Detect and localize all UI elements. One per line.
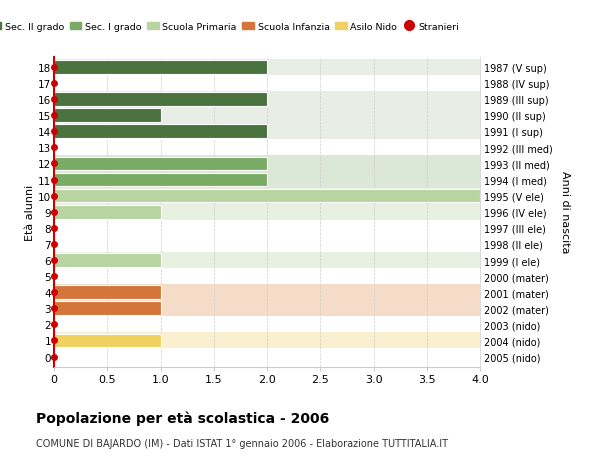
Y-axis label: Età alunni: Età alunni — [25, 184, 35, 241]
Bar — [54, 124, 480, 140]
Y-axis label: Anni di nascita: Anni di nascita — [560, 171, 569, 253]
Bar — [54, 60, 480, 76]
Bar — [54, 172, 480, 188]
Text: COMUNE DI BAJARDO (IM) - Dati ISTAT 1° gennaio 2006 - Elaborazione TUTTITALIA.IT: COMUNE DI BAJARDO (IM) - Dati ISTAT 1° g… — [36, 438, 448, 448]
Bar — [54, 333, 480, 349]
Bar — [54, 204, 480, 220]
Bar — [54, 109, 161, 123]
Bar — [54, 61, 267, 75]
Bar — [54, 190, 480, 203]
Bar — [54, 286, 161, 299]
Bar — [54, 301, 480, 317]
Bar — [54, 285, 480, 301]
Bar — [54, 206, 161, 219]
Bar — [54, 93, 267, 107]
Bar — [54, 302, 161, 315]
Bar — [54, 125, 267, 139]
Bar — [54, 174, 267, 187]
Bar — [54, 92, 480, 108]
Bar — [54, 252, 480, 269]
Bar — [54, 188, 480, 204]
Text: Popolazione per età scolastica - 2006: Popolazione per età scolastica - 2006 — [36, 411, 329, 425]
Bar — [54, 157, 267, 171]
Bar — [54, 156, 480, 172]
Bar — [54, 254, 161, 267]
Legend: Sec. II grado, Sec. I grado, Scuola Primaria, Scuola Infanzia, Asilo Nido, Stran: Sec. II grado, Sec. I grado, Scuola Prim… — [0, 19, 463, 35]
Bar — [54, 334, 161, 347]
Bar — [54, 108, 480, 124]
